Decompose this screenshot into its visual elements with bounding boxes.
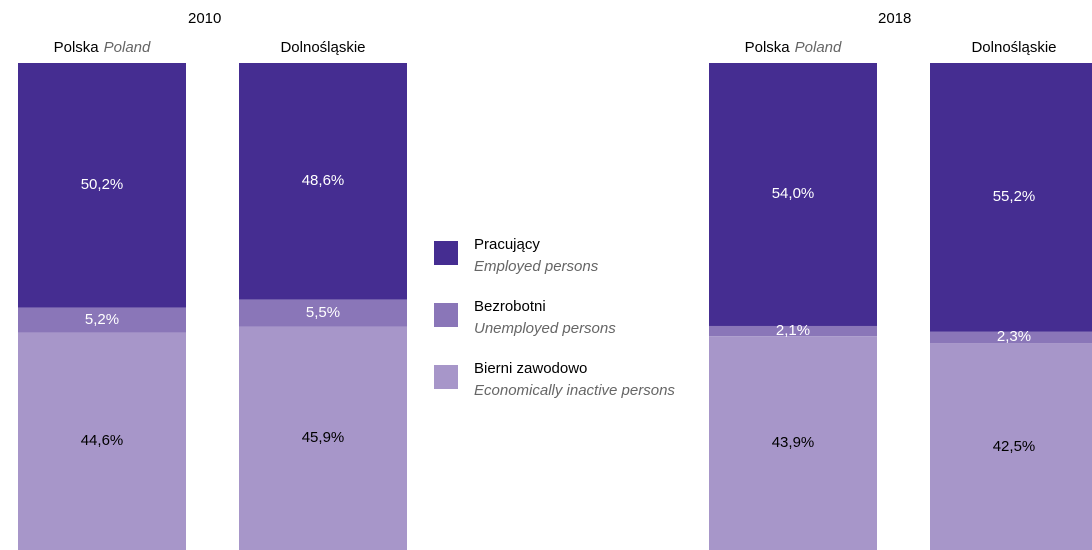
data-label-employed: 50,2% <box>80 176 124 194</box>
data-label-employed: 48,6% <box>301 172 345 190</box>
legend-label-en: Unemployed persons <box>474 320 616 337</box>
bar-segment-inactive <box>239 326 407 550</box>
bar-segment-employed <box>930 63 1092 332</box>
bar-title-en: Poland <box>103 39 151 56</box>
data-label-unemployed: 2,1% <box>775 322 811 340</box>
data-label-inactive: 43,9% <box>771 434 815 452</box>
bar-title-pl: Polska <box>744 39 790 56</box>
bar-title-poland-2018: Polska Poland <box>709 39 877 56</box>
legend-label-pl: Pracujący <box>474 236 540 253</box>
data-label-unemployed: 5,5% <box>305 304 341 322</box>
data-label-inactive: 42,5% <box>992 437 1036 455</box>
bar-segment-employed <box>18 63 186 308</box>
year-label-2010: 2010 <box>188 10 222 27</box>
bar-title-pl: Dolnośląskie <box>280 39 366 56</box>
bar-segment-inactive <box>930 343 1092 550</box>
legend-item-unemployed: Bezrobotni Unemployed persons <box>434 298 694 360</box>
data-label-unemployed: 2,3% <box>996 328 1032 346</box>
bar-segment-employed <box>709 63 877 326</box>
data-label-employed: 55,2% <box>992 188 1036 206</box>
bar-segment-unemployed <box>239 299 407 327</box>
bar-segment-unemployed <box>930 331 1092 344</box>
legend-swatch-inactive <box>434 365 458 389</box>
year-label-2018: 2018 <box>878 10 912 27</box>
legend: Pracujący Employed persons Bezrobotni Un… <box>434 236 694 422</box>
bar-segment-employed <box>239 63 407 300</box>
legend-swatch-unemployed <box>434 303 458 327</box>
data-label-employed: 54,0% <box>771 185 815 203</box>
data-label-inactive: 45,9% <box>301 429 345 447</box>
bar-title-dolnoslaskie-2018: Dolnośląskie <box>930 39 1092 56</box>
data-label-unemployed: 5,2% <box>84 311 120 329</box>
bar-segment-unemployed <box>709 325 877 337</box>
bar-title-pl: Dolnośląskie <box>971 39 1057 56</box>
legend-swatch-employed <box>434 241 458 265</box>
data-label-inactive: 44,6% <box>80 432 124 450</box>
legend-label-en: Economically inactive persons <box>474 382 675 399</box>
legend-label-en: Employed persons <box>474 258 599 275</box>
legend-label-pl: Bezrobotni <box>474 298 546 315</box>
bar-title-dolnoslaskie-2010: Dolnośląskie <box>239 39 407 56</box>
bar-title-en: Poland <box>794 39 842 56</box>
legend-label-pl: Bierni zawodowo <box>474 360 588 377</box>
bar-segment-unemployed <box>18 307 186 333</box>
legend-item-inactive: Bierni zawodowo Economically inactive pe… <box>434 360 694 422</box>
bar-segment-inactive <box>709 336 877 550</box>
legend-item-employed: Pracujący Employed persons <box>434 236 694 298</box>
bar-segment-inactive <box>18 332 186 550</box>
bar-title-pl: Polska <box>53 39 99 56</box>
bar-title-poland-2010: Polska Poland <box>18 39 186 56</box>
